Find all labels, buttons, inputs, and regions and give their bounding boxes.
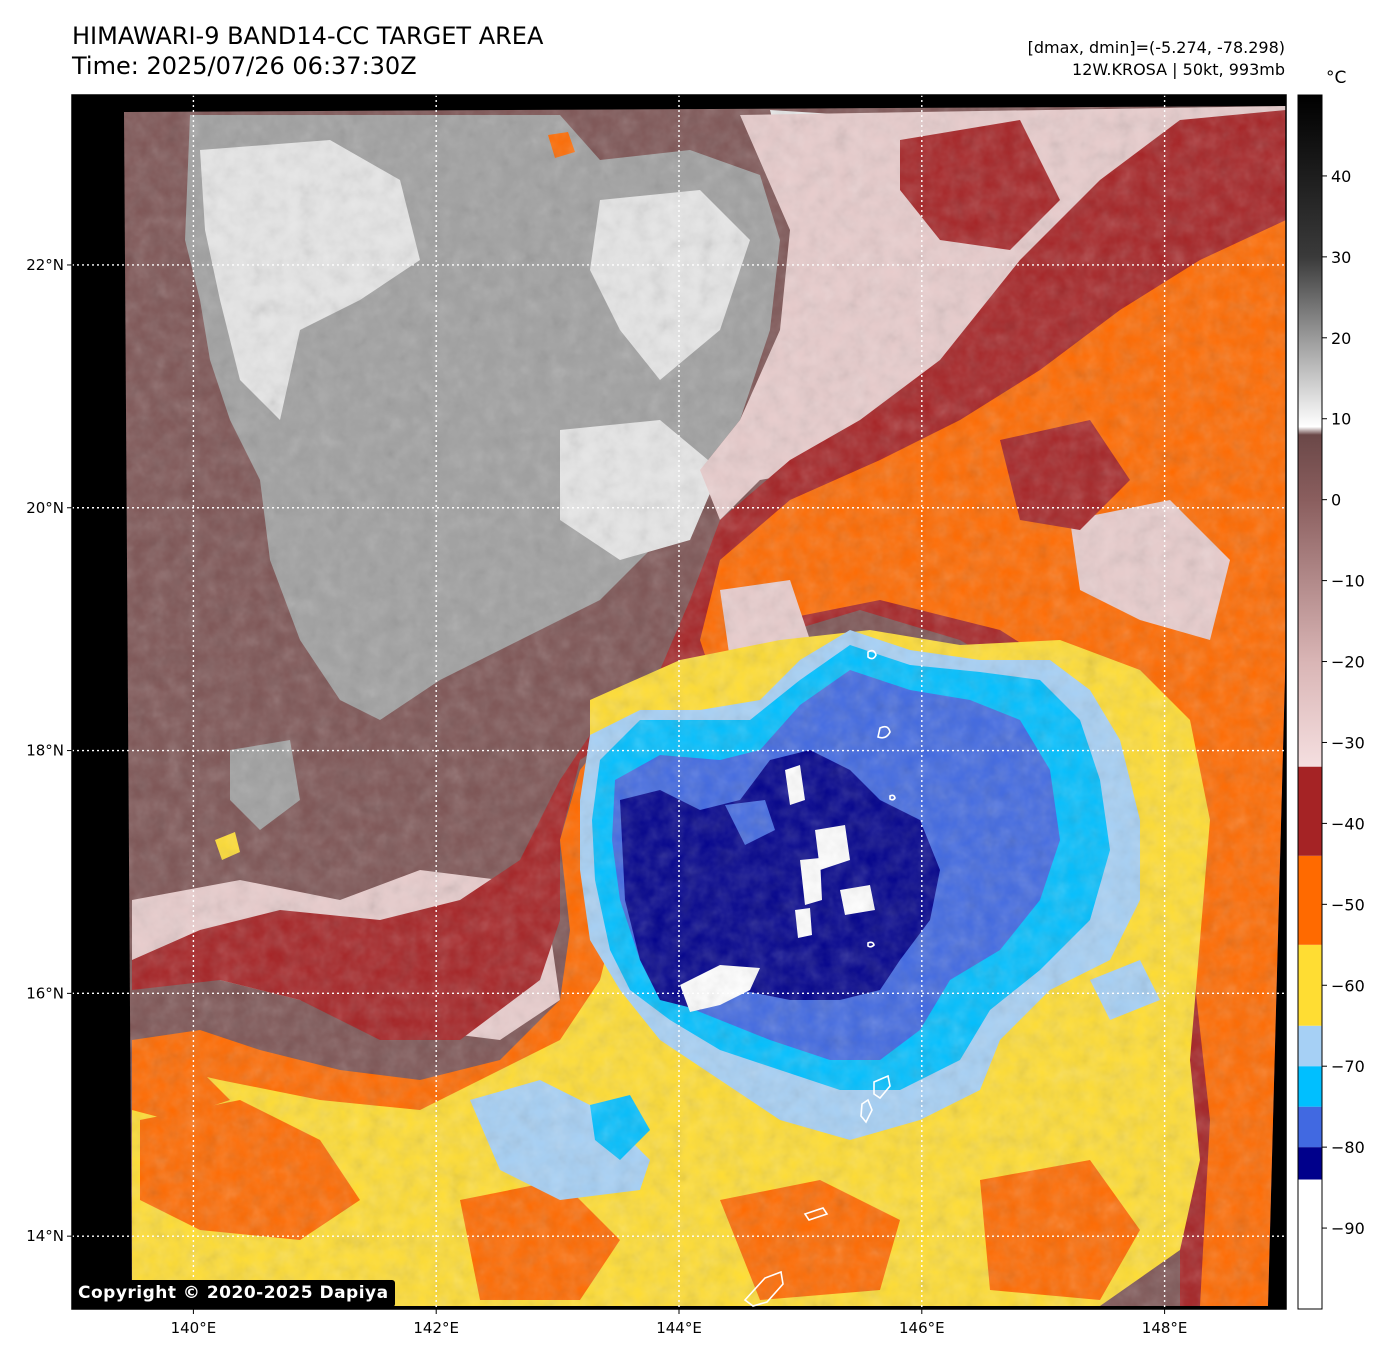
lat-tick-label: 20°N [26, 499, 64, 517]
lat-tick-label: 16°N [26, 984, 64, 1002]
colorbar-tick-label: 10 [1331, 410, 1351, 429]
colorbar-band [1298, 944, 1322, 1026]
island-outline [743, 1270, 784, 1307]
island-outline [867, 941, 875, 948]
island-outline [877, 725, 891, 739]
colorbar-band [1298, 855, 1322, 945]
colorbar-gradient [1298, 95, 1322, 767]
lon-tick-label: 142°E [413, 1319, 459, 1337]
colorbar-band [1298, 766, 1322, 856]
colorbar-band [1298, 1179, 1322, 1309]
satellite-swath [124, 106, 1286, 1306]
island-outline [803, 1207, 829, 1221]
colorbar-tick-label: 0 [1331, 491, 1341, 510]
colorbar-tick-label: −80 [1331, 1138, 1365, 1157]
colorbar-tick-label: 30 [1331, 248, 1351, 267]
lon-tick-label: 146°E [899, 1319, 945, 1337]
title-line-1: HIMAWARI-9 BAND14-CC TARGET AREA [72, 22, 544, 50]
colorbar-unit: °C [1326, 68, 1347, 88]
lat-tick-label: 22°N [26, 256, 64, 274]
coastlines [743, 649, 896, 1307]
lat-lon-gridlines [72, 95, 1286, 1309]
lat-tick-label: 18°N [26, 742, 64, 760]
colorbar-bands [1298, 95, 1322, 1309]
colorbar-tick-label: 20 [1331, 329, 1351, 348]
colorbar-tick-label: −90 [1331, 1219, 1365, 1238]
colorbar-tick-label: −50 [1331, 895, 1365, 914]
colorbar-tick-label: 40 [1331, 167, 1351, 186]
colorbar-tick-label: −30 [1331, 733, 1365, 752]
colorbar-frame [1297, 94, 1323, 1310]
colorbar-tick-label: −70 [1331, 1057, 1365, 1076]
island-outline [889, 794, 896, 801]
colorbar-tick-label: −10 [1331, 572, 1365, 591]
storm-info-label: 12W.KROSA | 50kt, 993mb [1072, 60, 1285, 79]
colorbar-band [1298, 1066, 1322, 1107]
colorbar-ticks: 40 30 20 10 0 −10 −20 −30 −40 −50 −60 −70 −80 −90 [1322, 167, 1365, 1238]
colorbar-band [1298, 1106, 1322, 1148]
lon-tick-label: 144°E [656, 1319, 702, 1337]
axis-ticks [67, 264, 1166, 1314]
island-outline [867, 649, 877, 660]
lon-tick-label: 148°E [1142, 1319, 1188, 1337]
island-outline [860, 1098, 873, 1124]
copyright-badge: Copyright © 2020-2025 Dapiya [72, 1280, 395, 1307]
data-range-label: [dmax, dmin]=(-5.274, -78.298) [1027, 38, 1285, 57]
island-outline [873, 1074, 891, 1100]
colorbar-band [1298, 1147, 1322, 1180]
title-line-2: Time: 2025/07/26 06:37:30Z [72, 52, 417, 80]
lon-tick-label: 140°E [171, 1319, 217, 1337]
colorbar-band [1298, 1025, 1322, 1067]
axis-labels: 140°E 142°E 144°E 146°E 148°E 14°N 16°N 18°N 20°… [26, 256, 1187, 1337]
lat-tick-label: 14°N [26, 1227, 64, 1245]
cloud-texture [124, 106, 1286, 1306]
colorbar-tick-label: −40 [1331, 814, 1365, 833]
colorbar-tick-label: −20 [1331, 653, 1365, 672]
colorbar-tick-label: −60 [1331, 976, 1365, 995]
